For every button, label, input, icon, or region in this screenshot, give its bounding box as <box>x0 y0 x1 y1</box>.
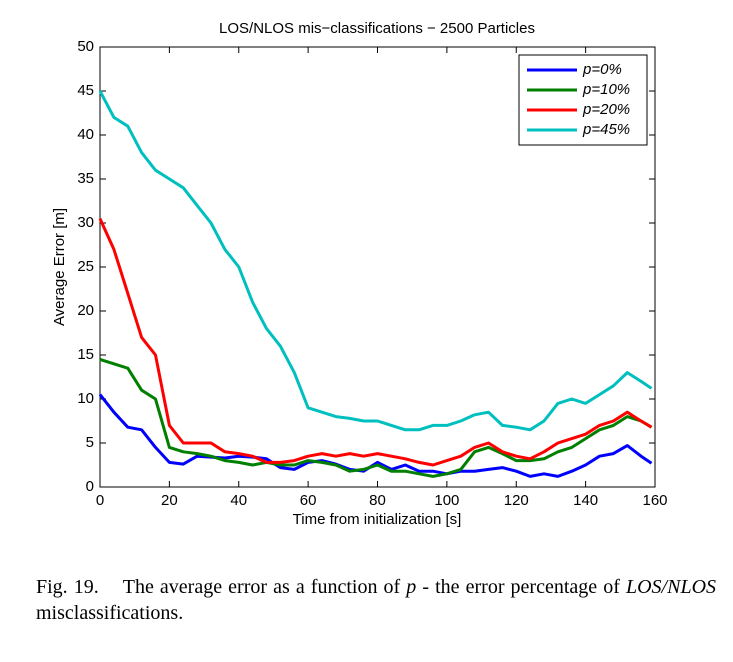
y-tick-label: 25 <box>77 258 94 275</box>
y-tick-label: 30 <box>77 214 94 231</box>
x-tick-label: 120 <box>504 492 529 509</box>
x-tick-label: 80 <box>369 492 386 509</box>
legend-label: p=20% <box>582 101 630 118</box>
caption-text: LOS/NLOS <box>625 576 717 598</box>
legend-label: p=0% <box>582 61 622 78</box>
y-tick-label: 20 <box>77 302 94 319</box>
series-line <box>98 393 653 478</box>
y-tick-label: 0 <box>86 478 94 495</box>
x-tick-label: 100 <box>434 492 459 509</box>
caption-text: The average error as a function of <box>122 576 407 598</box>
x-axis-label: Time from initialization [s] <box>293 511 462 528</box>
chart-title: LOS/NLOS mis−classifications − 2500 Part… <box>219 20 535 37</box>
y-tick-label: 15 <box>77 346 94 363</box>
series-line <box>98 90 653 432</box>
series-line <box>99 357 653 478</box>
caption-label: Fig. 19. <box>36 576 99 598</box>
y-tick-label: 40 <box>77 126 94 143</box>
caption: Fig. 19. The average error as a function… <box>36 574 716 626</box>
legend-label: p=10% <box>582 81 630 98</box>
x-tick-label: 140 <box>573 492 598 509</box>
x-tick-label: 20 <box>161 492 178 509</box>
x-tick-label: 0 <box>96 492 104 509</box>
y-tick-label: 35 <box>77 170 94 187</box>
x-tick-label: 160 <box>642 492 667 509</box>
y-tick-label: 5 <box>86 434 94 451</box>
x-tick-label: 60 <box>300 492 317 509</box>
y-tick-label: 45 <box>77 82 94 99</box>
caption-text: p <box>406 576 417 598</box>
caption-text: misclassifications. <box>36 602 184 624</box>
legend-label: p=45% <box>582 121 630 138</box>
y-tick-label: 10 <box>77 390 94 407</box>
y-axis-label: Average Error [m] <box>51 208 68 326</box>
chart: LOS/NLOS mis−classifications − 2500 Part… <box>51 20 668 528</box>
series-line <box>98 217 653 467</box>
y-tick-label: 50 <box>77 38 94 55</box>
caption-text: - the error percentage of <box>416 576 626 598</box>
x-tick-label: 40 <box>230 492 247 509</box>
